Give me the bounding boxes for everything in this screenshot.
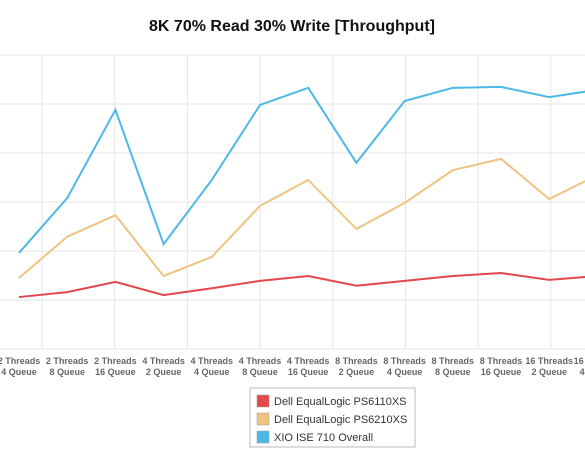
x-tick-label: 16 Queue [481,367,522,377]
x-tick-label: 8 Threads [432,356,475,366]
legend-swatch [256,412,270,426]
series-line [18,272,585,299]
x-tick-label: 8 Queue [49,367,85,377]
x-tick-label: 2 Queue [531,367,567,377]
series-line [18,157,585,279]
x-tick-label: 16 Threads [574,356,585,366]
x-tick-label: 8 Queue [242,367,278,377]
x-tick-label: 8 Threads [480,356,523,366]
legend-label: XIO ISE 710 Overall [274,432,373,444]
x-tick-label: 16 Queue [95,367,136,377]
legend-swatch [256,394,270,408]
legend-box [249,387,416,448]
x-tick-label: 4 Threads [191,356,234,366]
x-tick-label: 4 Queue [580,367,585,377]
series-line [18,85,585,254]
legend-label: Dell EqualLogic PS6110XS [274,396,407,408]
x-tick-label: 4 Queue [194,367,230,377]
x-tick-label: 2 Threads [46,356,89,366]
x-tick-label: 2 Queue [146,367,182,377]
x-tick-label: 8 Queue [435,367,471,377]
legend-label: Dell EqualLogic PS6210XS [274,414,407,426]
x-tick-label: 8 Threads [335,356,378,366]
chart-title: 8K 70% Read 30% Write [Throughput] [149,18,435,35]
x-tick-label: 4 Queue [387,367,423,377]
x-tick-label: 16 Threads [525,356,573,366]
x-tick-label: 4 Threads [142,356,185,366]
legend-swatch [256,430,270,444]
x-tick-label: 4 Queue [1,367,37,377]
x-tick-label: 16 Queue [288,367,329,377]
x-tick-label: 8 Threads [383,356,426,366]
x-tick-label: 4 Threads [239,356,282,366]
x-tick-label: 2 Queue [339,367,375,377]
x-tick-label: 2 Threads [0,356,40,366]
x-tick-label: 4 Threads [287,356,330,366]
x-tick-label: 2 Threads [94,356,137,366]
